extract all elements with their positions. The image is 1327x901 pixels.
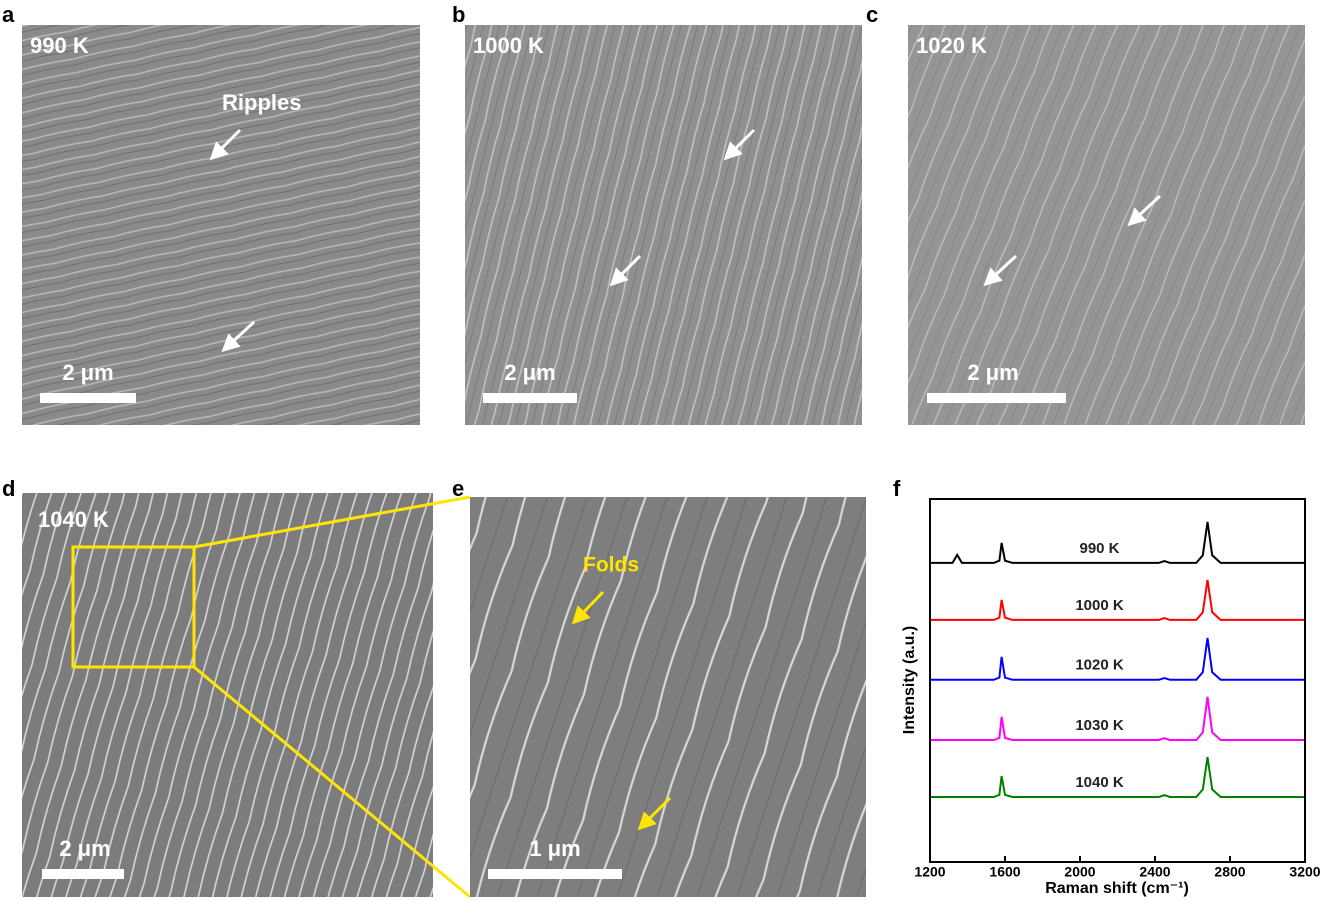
spectrum-line bbox=[930, 637, 1305, 681]
x-tick-label: 2400 bbox=[1139, 864, 1170, 880]
arrow bbox=[221, 320, 256, 353]
spectrum-line bbox=[930, 521, 1305, 564]
x-tick-label: 2000 bbox=[1064, 864, 1095, 880]
temperature-label: 990 K bbox=[30, 33, 89, 58]
scale-bar bbox=[40, 393, 136, 403]
zoom-line bbox=[193, 665, 471, 899]
spectrum-line bbox=[930, 756, 1305, 798]
arrow bbox=[637, 796, 672, 831]
arrow bbox=[571, 590, 605, 625]
temperature-label: 1040 K bbox=[38, 507, 109, 532]
raman-chart: 1200 1600 2000 2400 2800 3200 990 K 1000 K 1020 … bbox=[914, 521, 1321, 880]
arrow bbox=[609, 254, 642, 287]
spectrum-line bbox=[930, 579, 1305, 621]
x-tick-label: 1600 bbox=[989, 864, 1020, 880]
temperature-label: 1020 K bbox=[916, 33, 987, 58]
arrow bbox=[983, 254, 1018, 287]
arrow bbox=[723, 128, 756, 161]
panel-label: f bbox=[893, 476, 901, 501]
scale-bar-label: 2 μm bbox=[504, 360, 555, 385]
x-tick-label: 1200 bbox=[914, 864, 945, 880]
sem-image bbox=[22, 25, 420, 425]
spectrum-line bbox=[930, 696, 1305, 741]
zoom-line bbox=[193, 495, 471, 549]
series-label: 1020 K bbox=[1075, 657, 1124, 674]
sem-image bbox=[470, 497, 866, 897]
scale-bar-label: 2 μm bbox=[967, 360, 1018, 385]
panel-label: d bbox=[2, 476, 15, 501]
scale-bar-label: 2 μm bbox=[62, 360, 113, 385]
panel-label: c bbox=[866, 2, 878, 27]
y-axis-title: Intensity (a.u.) bbox=[901, 626, 918, 734]
scale-bar-label: 1 μm bbox=[529, 836, 580, 861]
panel-label: a bbox=[2, 2, 15, 27]
plot-frame bbox=[929, 498, 1306, 863]
series-label: 1040 K bbox=[1075, 774, 1124, 791]
sem-image bbox=[908, 25, 1305, 425]
scale-bar bbox=[483, 393, 577, 403]
scale-bar bbox=[488, 869, 622, 879]
panel-label: e bbox=[452, 476, 464, 501]
annotation: Folds bbox=[583, 554, 639, 577]
panel-label: b bbox=[452, 2, 465, 27]
series-label: 990 K bbox=[1079, 540, 1119, 557]
x-axis-title: Raman shift (cm⁻¹) bbox=[1045, 880, 1189, 897]
series-label: 1000 K bbox=[1075, 597, 1124, 614]
annotation: Ripples bbox=[222, 90, 301, 115]
scale-bar bbox=[927, 393, 1066, 403]
scale-bar-label: 2 μm bbox=[59, 836, 110, 861]
zoom-box bbox=[71, 545, 196, 669]
sem-image bbox=[465, 25, 862, 425]
temperature-label: 1000 K bbox=[473, 33, 544, 58]
arrow bbox=[1127, 194, 1162, 227]
arrow bbox=[209, 128, 242, 161]
scale-bar bbox=[42, 869, 124, 879]
x-tick-label: 2800 bbox=[1214, 864, 1245, 880]
x-tick-label: 3200 bbox=[1289, 864, 1320, 880]
series-label: 1030 K bbox=[1075, 717, 1124, 734]
